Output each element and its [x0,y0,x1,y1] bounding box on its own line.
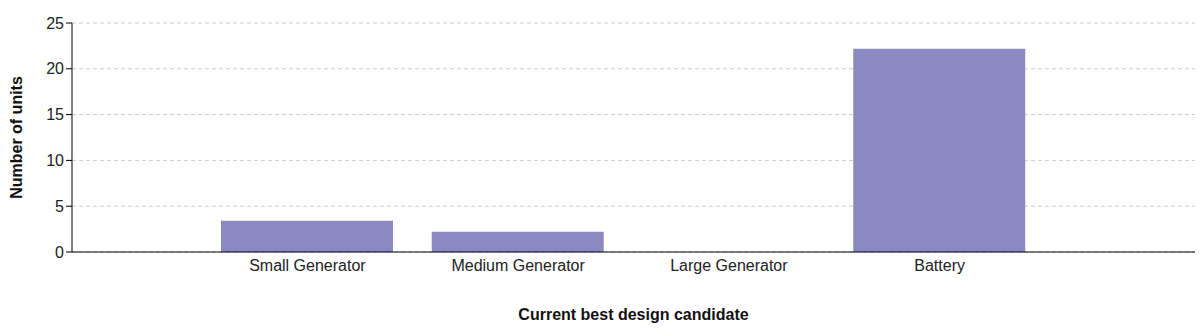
svg-text:Number of units: Number of units [8,76,25,199]
svg-text:5: 5 [55,198,64,215]
svg-text:Large Generator: Large Generator [670,257,788,274]
svg-text:Current best design candidate: Current best design candidate [518,306,748,323]
svg-text:10: 10 [46,152,64,169]
svg-text:15: 15 [46,106,64,123]
svg-text:0: 0 [55,244,64,261]
svg-text:25: 25 [46,15,64,32]
svg-text:20: 20 [46,60,64,77]
svg-text:Medium Generator: Medium Generator [451,257,585,274]
svg-text:Small Generator: Small Generator [249,257,366,274]
svg-text:Battery: Battery [914,257,965,274]
